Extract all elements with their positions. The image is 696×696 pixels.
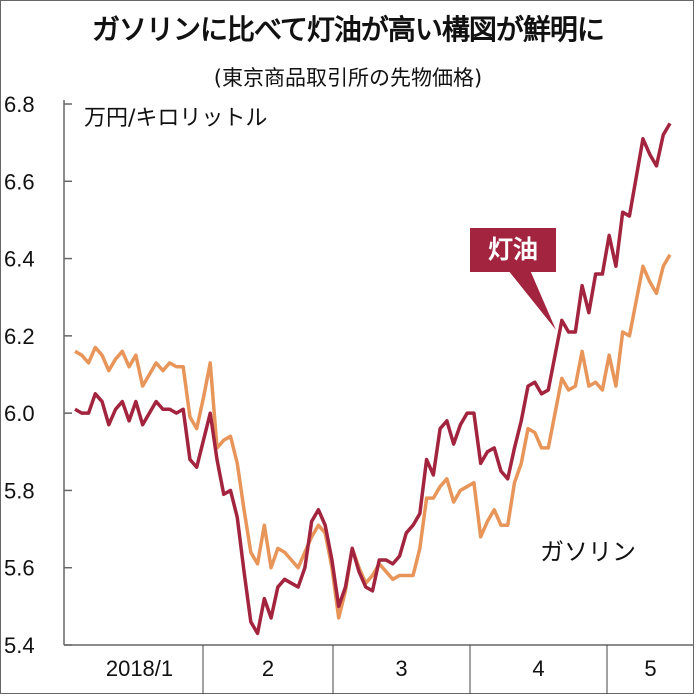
y-axis-unit: 万円/キロリットル [84,106,268,131]
y-tick-label: 5.8 [4,478,35,503]
y-tick-label: 6.2 [4,324,35,349]
y-tick-label: 6.6 [4,169,35,194]
chart-subtitle: (東京商品取引所の先物価格) [213,66,483,90]
callout-pointer [508,270,556,330]
x-tick-label: 3 [395,656,407,681]
y-tick-label: 5.4 [4,633,35,658]
x-tick-label: 2018/1 [106,656,173,681]
y-tick-label: 6.4 [4,247,35,272]
x-tick-label: 4 [532,656,544,681]
y-tick-label: 6.0 [4,401,35,426]
y-tick-label: 6.8 [4,92,35,117]
kerosene-label: 灯油 [470,228,556,272]
gasoline-label: ガソリン [540,538,636,566]
x-tick-label: 5 [644,656,656,681]
chart-title: ガソリンに比べて灯油が高い構図が鮮明に [92,13,605,46]
y-tick-label: 5.6 [4,556,35,581]
x-tick-label: 2 [262,656,274,681]
